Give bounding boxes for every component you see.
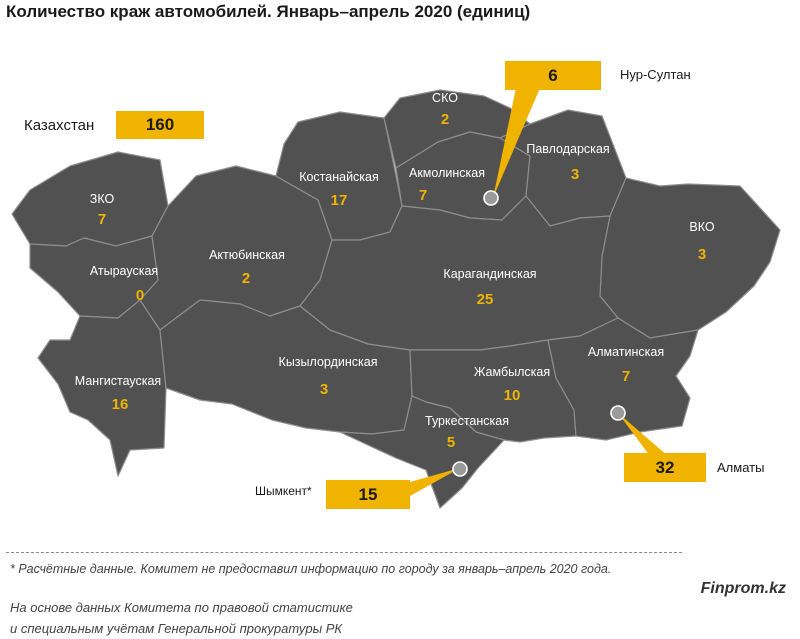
region-value-atyrau: 0 [136,287,144,304]
region-label-zko: ЗКО [90,192,115,206]
city-value-box-shymkent: 15 [326,480,410,509]
city-dot-nur-sultan [483,190,499,206]
total-label: Казахстан [24,117,95,134]
region-turkestan [339,395,505,509]
region-value-aktobe: 2 [242,270,250,287]
city-dot-almaty [610,405,626,421]
region-value-mangistau: 16 [112,396,129,413]
footer-divider [6,552,682,553]
region-label-aktobe: Актюбинская [209,248,285,262]
source-line-1: На основе данных Комитета по правовой ст… [10,600,353,615]
region-value-zko: 7 [98,211,106,228]
region-almaty [547,317,699,441]
region-label-atyrau: Атырауская [90,264,158,278]
region-value-kostanay: 17 [331,192,348,209]
total-value-box: 160 [116,111,204,139]
brand-logo: Finprom.kz [700,580,786,597]
city-value-box-nur-sultan: 6 [505,61,601,90]
region-value-vko: 3 [698,246,706,263]
callout-pointer-nur-sultan [493,88,540,198]
region-label-mangistau: Мангистауская [75,374,161,388]
region-value-kyzylorda: 3 [320,381,328,398]
map-title: Количество краж автомобилей. Январь–апре… [6,2,531,21]
region-label-almaty: Алматинская [588,345,664,359]
region-value-akmola: 7 [419,187,427,204]
region-value-pavlodar: 3 [571,166,579,183]
region-label-kostanay: Костанайская [299,170,379,184]
region-vko [599,177,781,339]
region-label-karaganda: Карагандинская [443,267,536,281]
region-value-karaganda: 25 [477,291,494,308]
region-label-turkestan: Туркестанская [425,414,509,428]
footnote: * Расчётные данные. Комитет не предостав… [10,562,612,576]
region-kostanay [275,111,403,241]
region-label-sko: СКО [432,91,458,105]
callout-pointer-almaty [618,413,668,456]
region-label-vko: ВКО [689,220,714,234]
city-dot-shymkent [452,461,468,477]
city-label-shymkent: Шымкент* [255,484,312,498]
region-value-turkestan: 5 [447,434,455,451]
region-value-almaty: 7 [622,368,630,385]
region-label-zhambyl: Жамбылская [474,365,550,379]
callout-pointer-shymkent [410,468,460,496]
region-label-pavlodar: Павлодарская [526,142,609,156]
region-value-sko: 2 [441,111,449,128]
region-mangistau [37,299,167,477]
source-line-2: и специальным учётам Генеральной прокура… [10,621,343,636]
city-label-nur-sultan: Нур-Султан [620,67,691,82]
city-label-almaty: Алматы [717,460,765,475]
region-value-zhambyl: 10 [504,387,521,404]
city-value-box-almaty: 32 [624,453,706,482]
region-label-kyzylorda: Кызылординская [279,355,378,369]
source-note: На основе данных Комитета по правовой ст… [10,597,353,639]
region-label-akmola: Акмолинская [409,166,485,180]
